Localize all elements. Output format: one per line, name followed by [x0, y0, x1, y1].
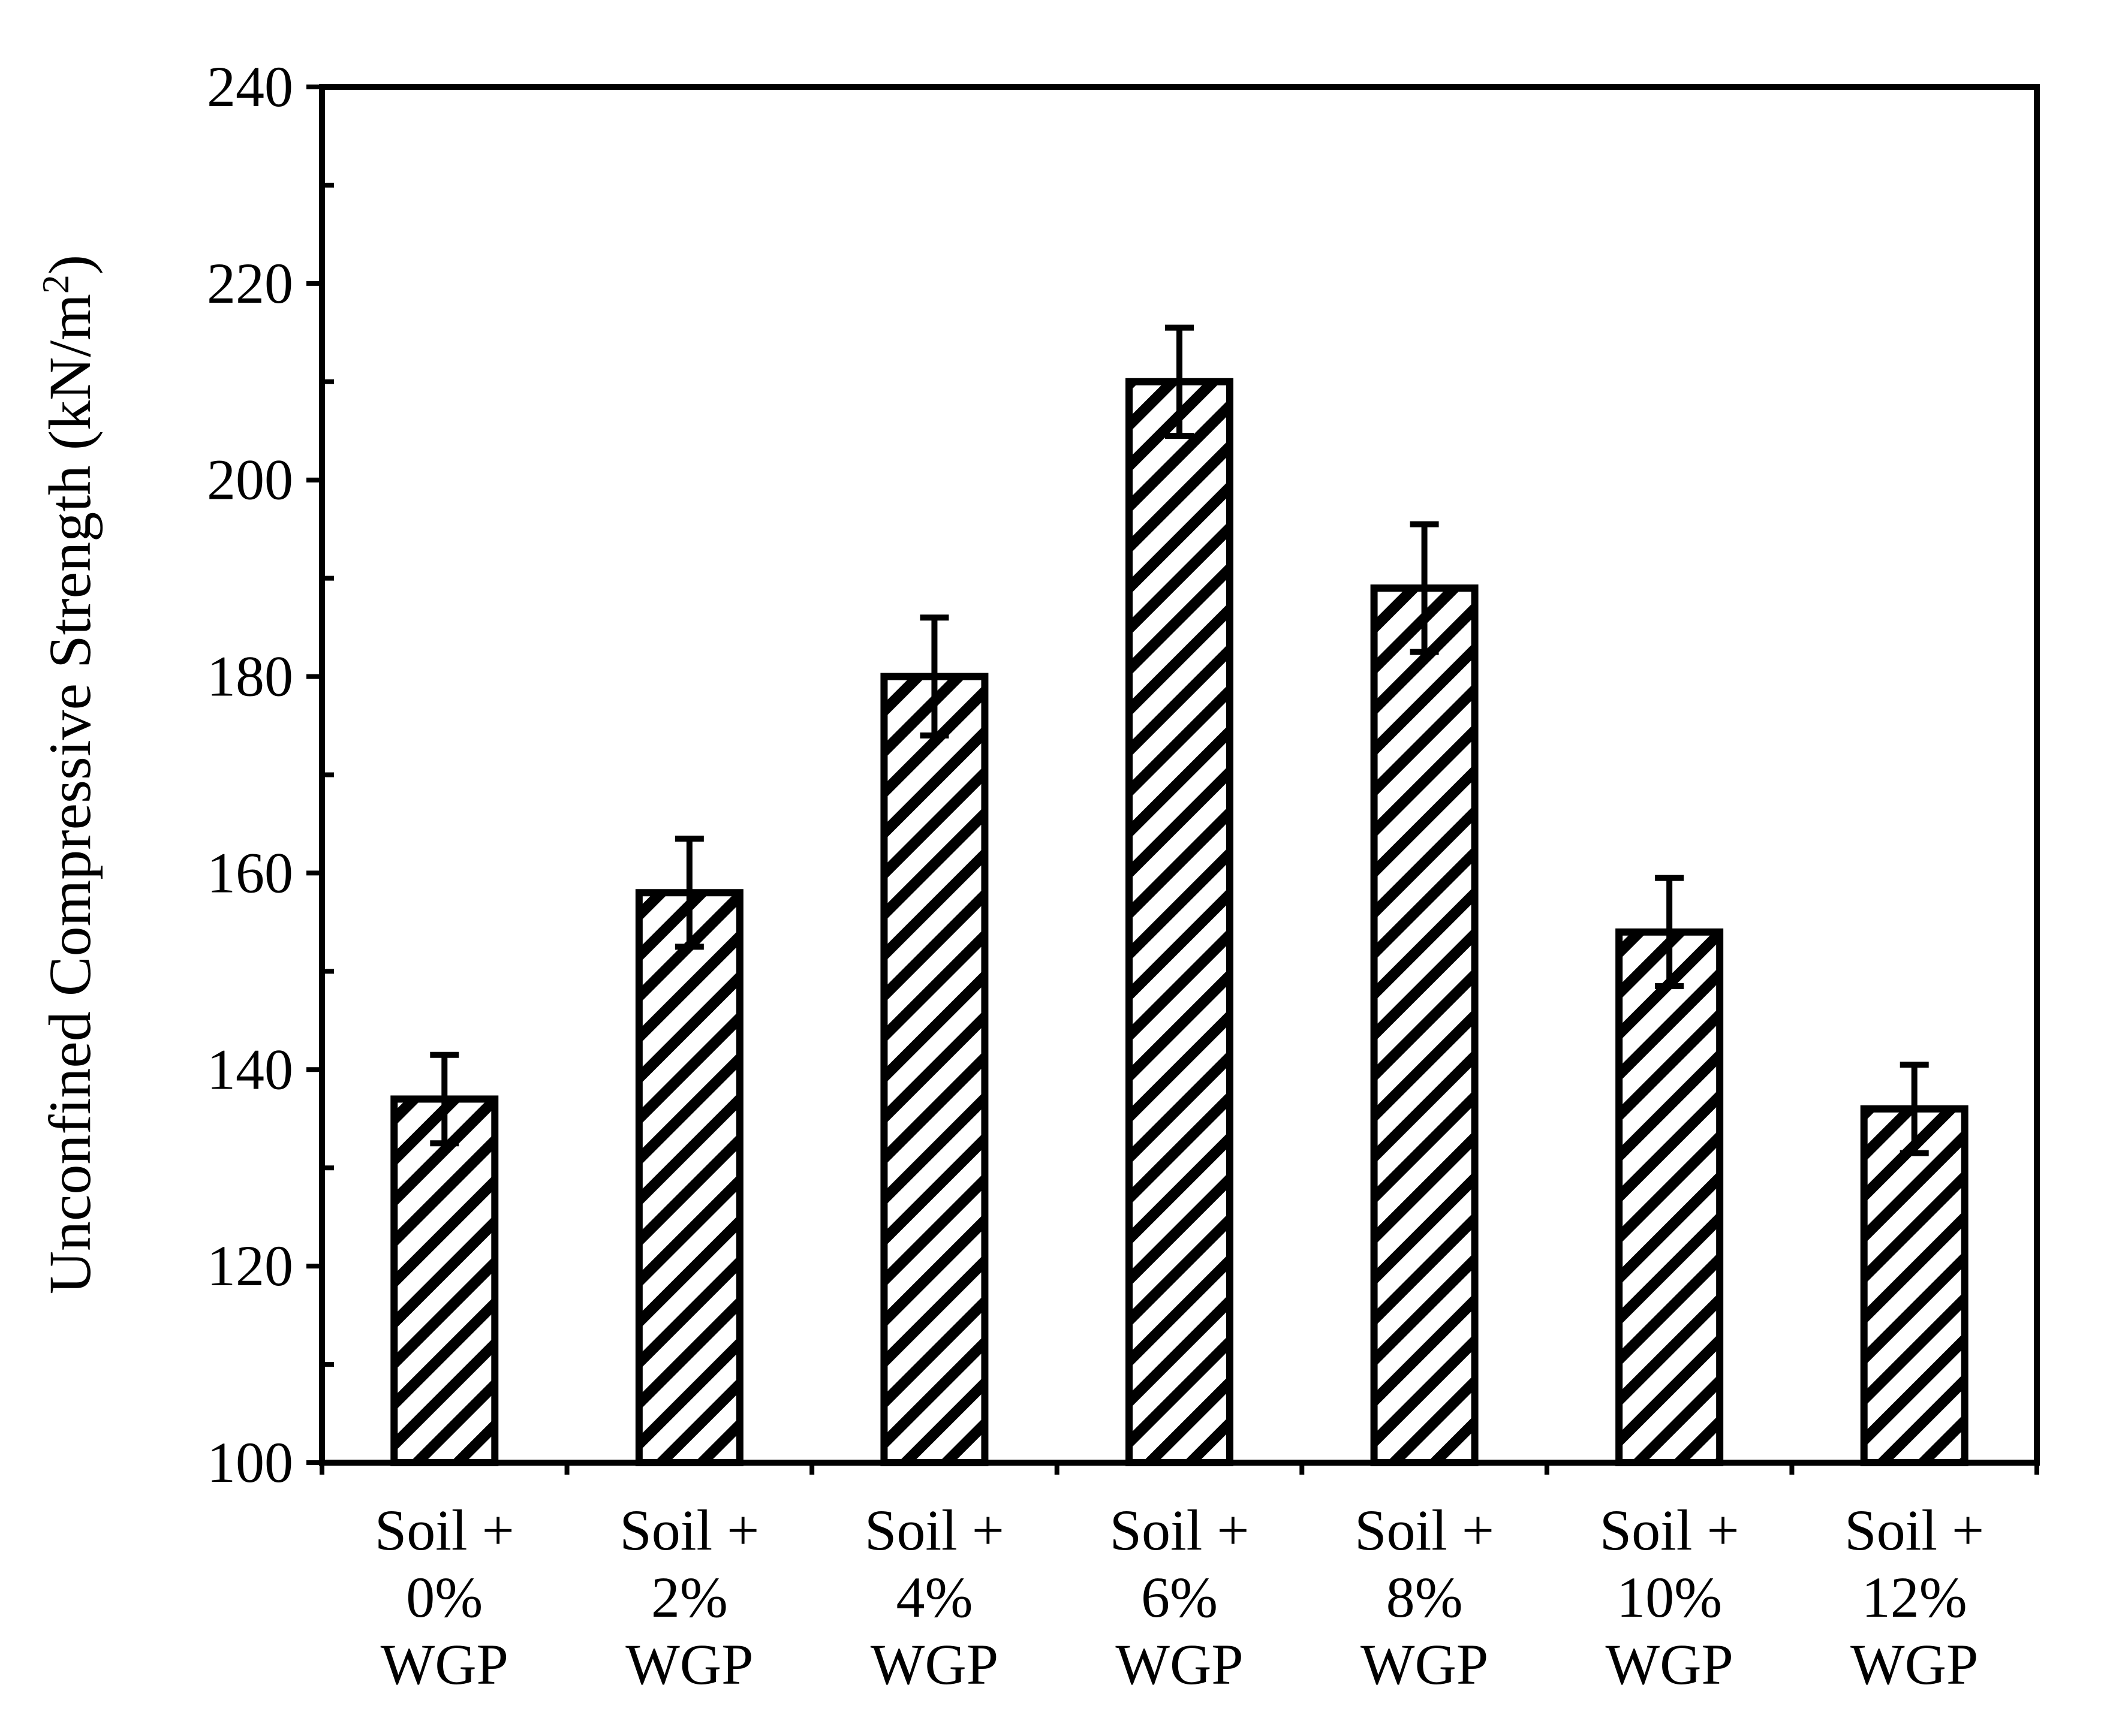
- error-bar: [1165, 324, 1194, 439]
- error-bar: [920, 614, 949, 739]
- y-tick-label: 200: [207, 448, 293, 512]
- bar: [1125, 378, 1233, 1466]
- error-bar: [1410, 521, 1439, 655]
- x-axis: Soil +0% WGP Soil +2% WGP Soil +4% WGP Soil +6…: [320, 1463, 2039, 1696]
- x-tick-label: Soil +8% WGP: [1354, 1498, 1494, 1696]
- error-bar: [1655, 875, 1684, 989]
- x-tick-label: Soil +12% WGP: [1844, 1498, 1984, 1696]
- y-tick-label: 100: [207, 1430, 293, 1494]
- y-tick-label: 140: [207, 1037, 293, 1101]
- error-bars-group: [430, 324, 1929, 1156]
- x-tick-label: Soil +10% WGP: [1600, 1498, 1739, 1696]
- bar: [1860, 1105, 1968, 1467]
- bar: [635, 889, 744, 1466]
- x-tick-label: Soil +2% WGP: [619, 1498, 759, 1696]
- bar: [390, 1095, 499, 1466]
- y-tick-label: 160: [207, 840, 293, 905]
- y-tick-label: 120: [207, 1234, 293, 1298]
- bar: [1615, 928, 1724, 1467]
- y-axis: 100 120 140 160 180 200 220 240: [207, 55, 334, 1494]
- bar: [1370, 584, 1479, 1466]
- error-bar: [1900, 1062, 1929, 1156]
- y-tick-label: 220: [207, 251, 293, 315]
- x-tick-label: Soil +6% WGP: [1110, 1498, 1250, 1696]
- y-tick-label: 180: [207, 644, 293, 709]
- y-tick-label: 240: [207, 55, 293, 119]
- error-bar: [430, 1051, 459, 1147]
- bars-group: [390, 378, 1968, 1467]
- x-tick-label: Soil +0% WGP: [375, 1498, 514, 1696]
- bar: [880, 673, 989, 1466]
- error-bar: [675, 836, 704, 950]
- y-axis-title: Unconfined Compressive Strength (kN/m2): [34, 255, 103, 1295]
- x-tick-label: Soil +4% WGP: [865, 1498, 1004, 1696]
